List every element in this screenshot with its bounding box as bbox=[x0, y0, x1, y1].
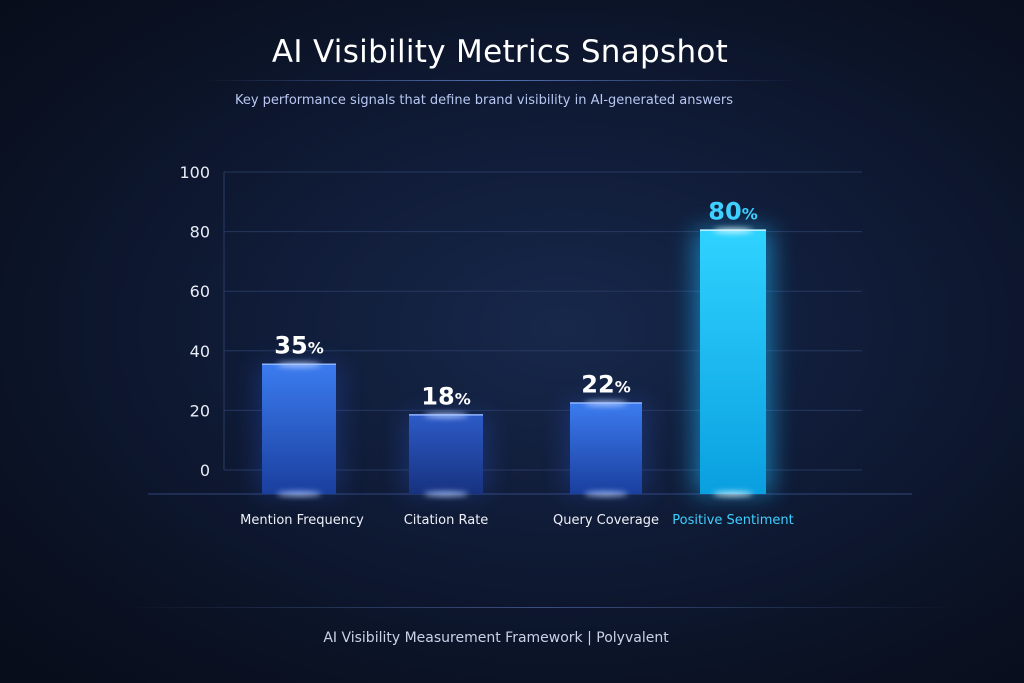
data-label-value-query-coverage: 22 bbox=[581, 370, 614, 398]
title-divider bbox=[200, 80, 800, 81]
data-label-value-mention-frequency: 35 bbox=[274, 332, 307, 360]
data-label-positive-sentiment: 80% bbox=[708, 198, 757, 226]
bar-bottom-shine-positive-sentiment bbox=[713, 491, 753, 497]
bar-top-shine-positive-sentiment bbox=[713, 228, 753, 234]
data-label-value-citation-rate: 18 bbox=[421, 382, 454, 410]
bar-bottom-shine-query-coverage bbox=[584, 491, 628, 497]
data-label-citation-rate: 18% bbox=[421, 382, 470, 410]
data-label-value-positive-sentiment: 80 bbox=[708, 198, 741, 226]
chart-title: AI Visibility Metrics Snapshot bbox=[271, 34, 729, 70]
data-label-unit-query-coverage: % bbox=[615, 377, 631, 396]
bar-top-shine-query-coverage bbox=[584, 400, 628, 406]
y-tick-label-20: 20 bbox=[190, 401, 210, 420]
x-category-label-citation-rate: Citation Rate bbox=[404, 513, 489, 528]
bar-citation-rate bbox=[409, 414, 483, 494]
data-label-mention-frequency: 35% bbox=[274, 332, 323, 360]
data-label-unit-mention-frequency: % bbox=[308, 339, 324, 358]
bar-top-shine-citation-rate bbox=[423, 412, 469, 418]
x-category-label-query-coverage: Query Coverage bbox=[553, 513, 659, 528]
x-category-label-mention-frequency: Mention Frequency bbox=[240, 513, 364, 528]
bar-query-coverage bbox=[570, 402, 642, 494]
bar-top-shine-mention-frequency bbox=[276, 362, 322, 368]
y-tick-label-40: 40 bbox=[190, 342, 210, 361]
bar-mention-frequency bbox=[262, 363, 336, 494]
bar-positive-sentiment bbox=[700, 229, 766, 494]
x-category-label-positive-sentiment: Positive Sentiment bbox=[672, 513, 793, 528]
footer-text: AI Visibility Measurement Framework | Po… bbox=[323, 630, 669, 646]
y-tick-label-0: 0 bbox=[200, 461, 210, 480]
data-label-unit-citation-rate: % bbox=[455, 389, 471, 408]
y-tick-label-80: 80 bbox=[190, 223, 210, 242]
bars bbox=[262, 228, 766, 497]
y-tick-label-100: 100 bbox=[179, 163, 210, 182]
footer-divider bbox=[120, 607, 960, 608]
chart-subtitle: Key performance signals that define bran… bbox=[234, 93, 734, 108]
labels: 0 20 40 60 80 100 35% Mention Frequency 18% Citat… bbox=[179, 163, 793, 528]
bar-bottom-shine-mention-frequency bbox=[276, 491, 322, 497]
y-tick-label-60: 60 bbox=[190, 282, 210, 301]
data-label-unit-positive-sentiment: % bbox=[742, 205, 758, 224]
bar-bottom-shine-citation-rate bbox=[423, 491, 469, 497]
data-label-query-coverage: 22% bbox=[581, 370, 630, 398]
